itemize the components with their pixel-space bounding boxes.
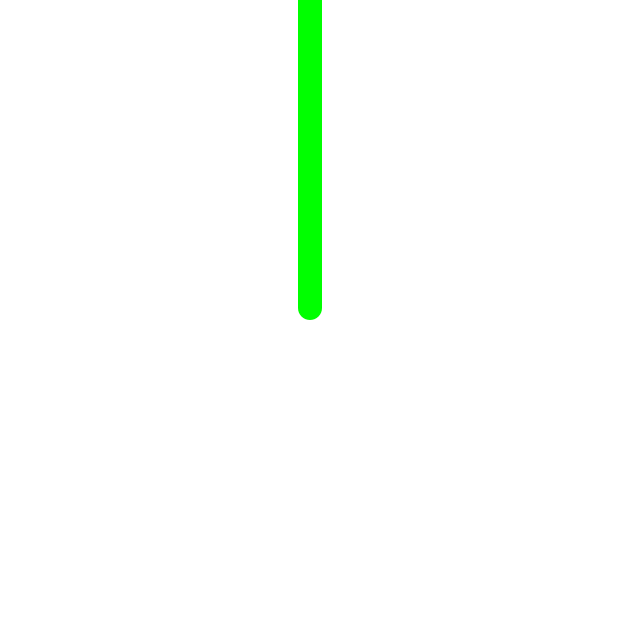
stroke-layer [295, 0, 325, 323]
drawing-canvas [295, 0, 325, 323]
